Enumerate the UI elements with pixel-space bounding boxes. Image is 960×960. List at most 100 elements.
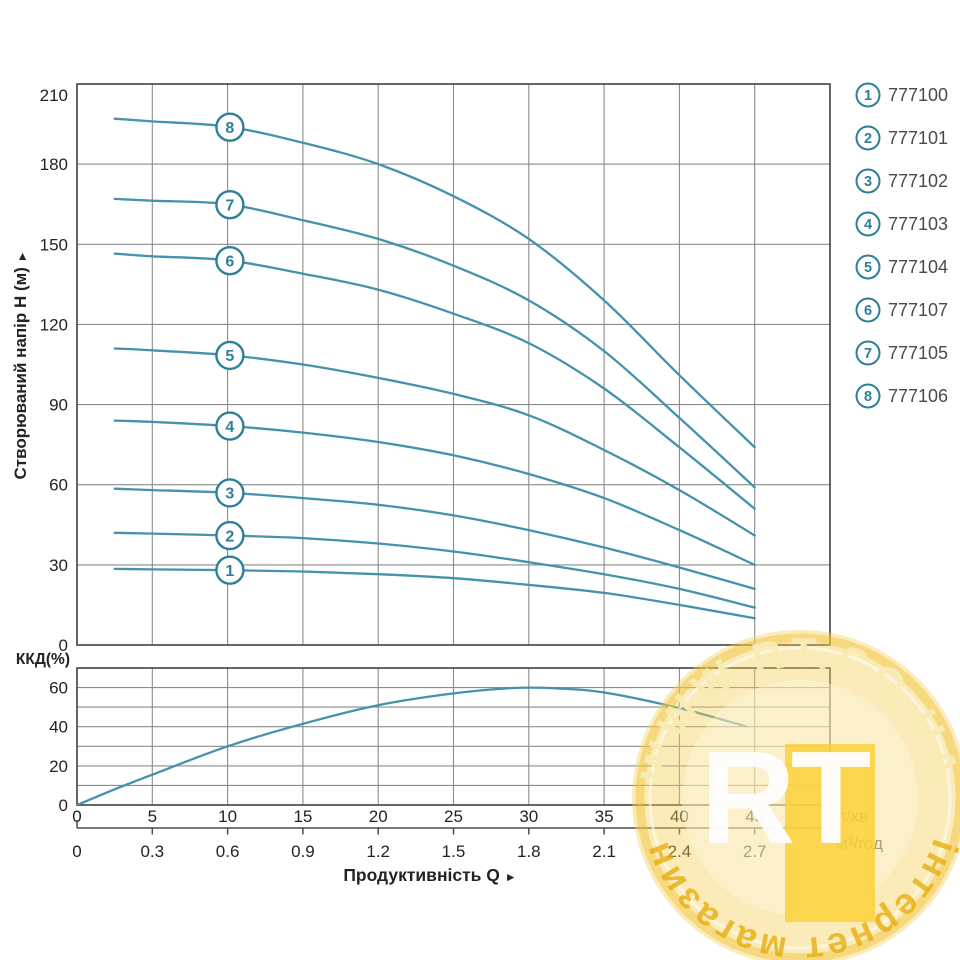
legend-code-777103: 777103 xyxy=(888,214,948,234)
watermark-circle xyxy=(632,630,960,960)
curve-label-3: 3 xyxy=(215,478,245,508)
x-tick-m3h-0: 0 xyxy=(72,842,81,861)
legend-code-777105: 777105 xyxy=(888,343,948,363)
watermark-inner-circle xyxy=(682,680,918,916)
legend-item-4: 4 777103 xyxy=(855,211,948,237)
x-tick-lmin-15: 15 xyxy=(293,807,312,826)
legend-number-circle-3 xyxy=(855,168,881,194)
curve-label-circle-5 xyxy=(215,340,245,371)
curve-label-4: 4 xyxy=(215,411,245,441)
head-y-tick-210: 210 xyxy=(40,86,68,105)
head-curve-2 xyxy=(113,531,756,609)
legend-number-3: 3 xyxy=(864,174,872,190)
curve-label-number-1: 1 xyxy=(225,563,234,580)
legend-item-7: 7 777105 xyxy=(855,340,948,366)
legend-item-6: 6 777107 xyxy=(855,297,948,323)
curve-label-circle-8 xyxy=(215,112,245,142)
x-tick-lmin-35: 35 xyxy=(595,807,614,826)
curve-label-circle-3 xyxy=(215,478,245,508)
x-tick-m3h-1.5: 1.5 xyxy=(442,842,466,861)
x-tick-lmin-45: 45 xyxy=(745,807,764,826)
curve-label-circle-1 xyxy=(215,555,245,585)
legend-number-2: 2 xyxy=(864,131,872,147)
curve-label-circle-7 xyxy=(215,189,245,220)
x-tick-m3h-2.7: 2.7 xyxy=(743,842,767,861)
curve-label-2: 2 xyxy=(215,520,245,551)
curve-label-number-8: 8 xyxy=(225,120,234,137)
x-unit-lmin: л/хв xyxy=(836,807,868,826)
head-y-tick-60: 60 xyxy=(49,476,68,495)
legend-item-1: 1 777100 xyxy=(855,82,948,108)
head-y-tick-150: 150 xyxy=(40,235,68,254)
eff-y-tick-20: 20 xyxy=(49,757,68,776)
legend-number-circle-1 xyxy=(855,82,881,108)
legend-number-1: 1 xyxy=(864,88,872,104)
legend-code-777101: 777101 xyxy=(888,128,948,148)
x-tick-lmin-25: 25 xyxy=(444,807,463,826)
head-y-tick-120: 120 xyxy=(40,315,68,334)
x-tick-m3h-2.1: 2.1 xyxy=(592,842,616,861)
eff-y-tick-40: 40 xyxy=(49,718,68,737)
head-curve-8 xyxy=(113,117,756,449)
x-tick-m3h-1.8: 1.8 xyxy=(517,842,541,861)
x-tick-m3h-1.2: 1.2 xyxy=(366,842,390,861)
x-tick-m3h-0.3: 0.3 xyxy=(140,842,164,861)
eff-y-tick-60: 60 xyxy=(49,679,68,698)
legend-number-circle-4 xyxy=(855,211,881,237)
x-tick-lmin-10: 10 xyxy=(218,807,237,826)
efficiency-curve xyxy=(76,686,748,807)
head-y-axis-title: Створюваний напір H (м) ► xyxy=(11,250,30,479)
curve-label-8: 8 xyxy=(215,112,245,142)
watermark-outer-ring xyxy=(635,633,960,960)
eff-axis-title: ККД(%) xyxy=(16,651,70,668)
x-tick-lmin-40: 40 xyxy=(670,807,689,826)
x-tick-lmin-5: 5 xyxy=(148,807,157,826)
head-y-tick-30: 30 xyxy=(49,556,68,575)
head-curve-1 xyxy=(113,567,756,620)
legend-code-777104: 777104 xyxy=(888,257,948,277)
curve-label-number-4: 4 xyxy=(225,419,234,436)
curve-label-number-2: 2 xyxy=(225,528,234,545)
legend-number-circle-6 xyxy=(855,297,881,323)
legend: 1 777100 2 777101 3 777102 4 777103 5 777104 6 7771… xyxy=(855,82,948,409)
curve-labels: 1 2 3 4 5 6 7 8 xyxy=(215,112,245,585)
legend-number-8: 8 xyxy=(864,389,872,405)
curve-label-number-5: 5 xyxy=(225,348,234,365)
legend-number-5: 5 xyxy=(864,260,872,276)
legend-number-4: 4 xyxy=(864,217,872,233)
legend-number-7: 7 xyxy=(864,346,872,362)
x-tick-lmin-0: 0 xyxy=(72,807,81,826)
head-chart-frame xyxy=(76,83,831,646)
legend-number-circle-2 xyxy=(855,125,881,151)
curve-label-5: 5 xyxy=(215,340,245,371)
legend-number-circle-5 xyxy=(855,254,881,280)
legend-code-777107: 777107 xyxy=(888,300,948,320)
legend-item-3: 3 777102 xyxy=(855,168,948,194)
x-tick-m3h-0.6: 0.6 xyxy=(216,842,240,861)
head-curve-4 xyxy=(113,419,756,567)
gridlines xyxy=(77,84,830,805)
curve-label-number-6: 6 xyxy=(225,254,234,271)
legend-number-circle-8 xyxy=(855,383,881,409)
legend-number-circle-7 xyxy=(855,340,881,366)
x-axis-title: Продуктивність Q ► xyxy=(343,865,516,885)
curve-label-circle-4 xyxy=(215,411,245,441)
legend-item-5: 5 777104 xyxy=(855,254,948,280)
curve-label-7: 7 xyxy=(215,189,245,220)
curve-label-number-3: 3 xyxy=(225,486,234,503)
head-curves xyxy=(113,117,756,620)
curve-label-number-7: 7 xyxy=(225,197,234,214)
head-curve-3 xyxy=(113,487,756,591)
x-tick-m3h-2.4: 2.4 xyxy=(668,842,692,861)
x-tick-lmin-20: 20 xyxy=(369,807,388,826)
head-y-tick-0: 0 xyxy=(59,636,68,655)
x-tick-lmin-30: 30 xyxy=(519,807,538,826)
head-curve-5 xyxy=(113,347,756,537)
head-curve-6 xyxy=(113,252,756,510)
legend-code-777102: 777102 xyxy=(888,171,948,191)
curve-label-circle-6 xyxy=(215,246,245,276)
curve-label-6: 6 xyxy=(215,246,245,276)
